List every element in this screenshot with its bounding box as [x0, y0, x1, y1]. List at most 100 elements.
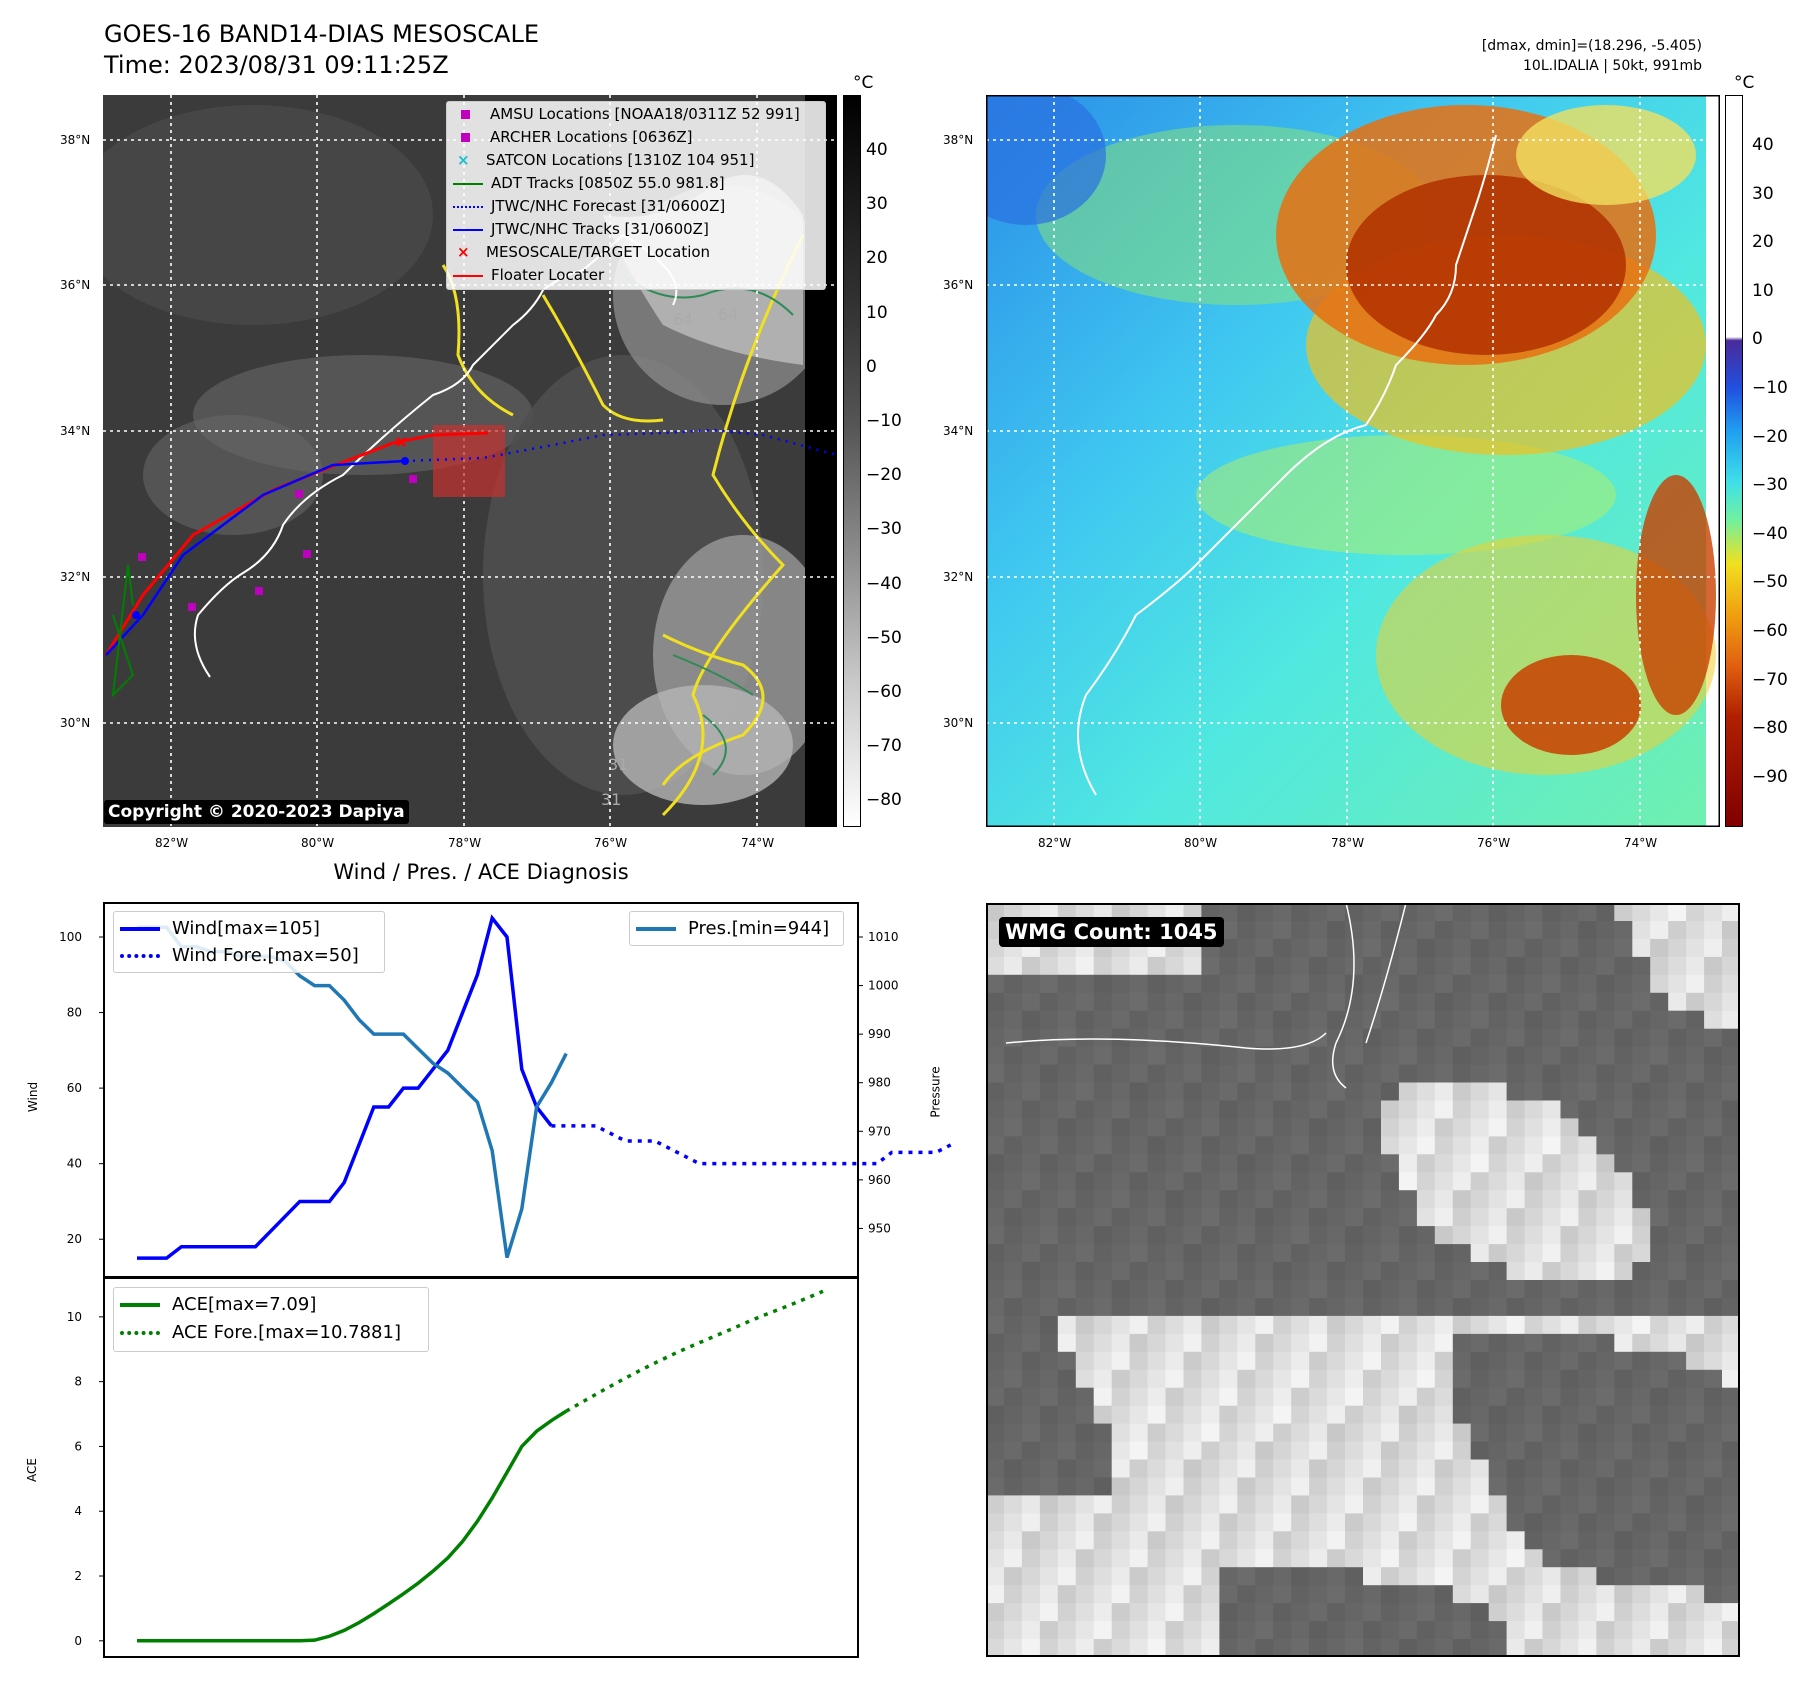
- wmg-pixel: [1434, 921, 1454, 940]
- wmg-pixel: [1596, 1010, 1615, 1030]
- wmg-pixel: [1596, 1423, 1615, 1443]
- wmg-pixel: [1291, 1226, 1310, 1245]
- wmg-pixel: [1524, 1333, 1544, 1353]
- wmg-pixel: [1704, 1441, 1723, 1461]
- wmg-pixel: [1452, 1459, 1472, 1479]
- wmg-pixel: [1183, 956, 1203, 976]
- wmg-pixel: [1560, 1226, 1580, 1245]
- wmg-pixel: [1093, 1567, 1113, 1586]
- wmg-pixel: [1129, 1226, 1149, 1245]
- wmg-pixel: [1668, 1028, 1687, 1048]
- wmg-pixel: [1021, 1100, 1041, 1120]
- wmg-pixel: [1434, 1100, 1454, 1120]
- wmg-pixel: [1165, 1280, 1185, 1299]
- wmg-pixel: [1039, 1028, 1059, 1048]
- wmg-pixel: [1309, 1477, 1328, 1497]
- wmg-pixel: [1345, 1333, 1364, 1353]
- wmg-pixel: [1111, 1495, 1131, 1514]
- wmg-pixel: [1596, 1405, 1615, 1425]
- wmg-pixel: [1434, 1531, 1454, 1550]
- wmg-pixel: [1219, 1495, 1238, 1514]
- wmg-pixel: [1578, 1621, 1597, 1640]
- wmg-pixel: [1434, 1459, 1454, 1479]
- wmg-pixel: [1129, 1495, 1149, 1514]
- wmg-pixel: [1722, 1190, 1740, 1209]
- wmg-pixel: [1255, 1190, 1274, 1209]
- wmg-pixel: [1488, 1351, 1508, 1371]
- wmg-pixel: [1129, 956, 1149, 976]
- wmg-pixel: [1345, 974, 1364, 994]
- wmg-pixel: [1219, 903, 1238, 922]
- wmg-pixel: [1057, 1118, 1077, 1137]
- wmg-pixel: [1560, 1046, 1580, 1066]
- wmg-pixel: [1093, 1639, 1113, 1657]
- wmg-pixel: [1686, 903, 1705, 922]
- wmg-pixel: [1381, 1621, 1400, 1640]
- wmg-pixel: [1452, 1064, 1472, 1084]
- wmg-pixel: [1542, 1118, 1562, 1137]
- wmg-pixel: [1165, 1208, 1185, 1227]
- wmg-pixel: [986, 1136, 1005, 1155]
- colorbar-tick-label: −20: [866, 465, 902, 486]
- wmg-pixel: [1255, 1172, 1274, 1191]
- wmg-pixel: [1093, 1226, 1113, 1245]
- wind-forecast-line: [551, 1124, 952, 1166]
- wmg-pixel: [1255, 1495, 1274, 1514]
- wmg-pixel: [1309, 1531, 1328, 1550]
- wmg-pixel: [1075, 1531, 1095, 1550]
- wmg-pixel: [1650, 1585, 1669, 1604]
- wmg-pixel: [1524, 1064, 1544, 1084]
- legend-item-amsu: AMSU Locations [NOAA18/0311Z 52 991]: [461, 105, 800, 123]
- wmg-pixel: [1147, 956, 1167, 976]
- contour-label: 31: [608, 755, 628, 774]
- wmg-pixel: [1345, 1280, 1364, 1299]
- wmg-pixel: [1524, 1369, 1544, 1389]
- wmg-pixel: [1488, 938, 1508, 958]
- wmg-pixel: [1291, 921, 1310, 940]
- wmg-pixel: [1363, 1028, 1382, 1048]
- wmg-pixel: [1686, 1567, 1705, 1586]
- wmg-pixel: [1686, 1028, 1705, 1048]
- wmg-pixel: [1416, 1567, 1436, 1586]
- wmg-pixel: [1219, 1639, 1238, 1657]
- wmg-pixel: [1291, 1369, 1310, 1389]
- wmg-pixel: [1596, 1280, 1615, 1299]
- wmg-pixel: [1416, 1423, 1436, 1443]
- wmg-pixel: [1093, 1298, 1113, 1317]
- wmg-pixel: [1398, 1154, 1418, 1173]
- wmg-pixel: [1398, 1513, 1418, 1532]
- wmg-pixel: [1004, 1082, 1023, 1102]
- wmg-pixel: [1075, 1010, 1095, 1030]
- wmg-pixel: [1470, 1369, 1490, 1389]
- wmg-pixel: [1021, 1405, 1041, 1425]
- wmg-pixel: [1704, 1603, 1723, 1622]
- wmg-pixel: [1488, 1387, 1508, 1407]
- wmg-pixel: [1542, 992, 1562, 1012]
- wmg-pixel: [1542, 1369, 1562, 1389]
- wmg-pixel: [1434, 1441, 1454, 1461]
- wmg-pixel: [1506, 1585, 1526, 1604]
- wmg-pixel: [1381, 1064, 1400, 1084]
- wmg-pixel: [1596, 1208, 1615, 1227]
- wmg-pixel: [1704, 1315, 1723, 1335]
- wmg-pixel: [1614, 1262, 1633, 1281]
- wmg-pixel: [1434, 938, 1454, 958]
- wmg-pixel: [1219, 1315, 1238, 1335]
- wmg-pixel: [1470, 1154, 1490, 1173]
- wmg-pixel: [1057, 1369, 1077, 1389]
- wmg-pixel: [1039, 1387, 1059, 1407]
- wmg-pixel: [1381, 1585, 1400, 1604]
- wmg-pixel: [1093, 1315, 1113, 1335]
- wmg-pixel: [1578, 1172, 1597, 1191]
- wmg-pixel: [1219, 1190, 1238, 1209]
- wmg-pixel: [1524, 1621, 1544, 1640]
- colorbar-tick-label: −40: [1752, 523, 1788, 544]
- wmg-pixel: [1039, 1118, 1059, 1137]
- wmg-pixel: [1381, 1118, 1400, 1137]
- wmg-pixel: [1488, 921, 1508, 940]
- lon-label: 74°W: [741, 836, 775, 850]
- wmg-pixel: [1488, 1046, 1508, 1066]
- wmg-pixel: [1416, 921, 1436, 940]
- wmg-pixel: [1309, 1136, 1328, 1155]
